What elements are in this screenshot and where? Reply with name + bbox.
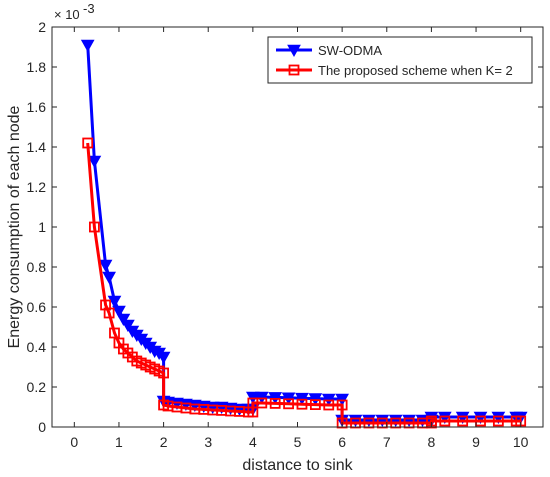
y-tick-label: 0.8 <box>27 259 47 275</box>
data-point <box>80 39 95 53</box>
data-point <box>256 397 268 409</box>
y-axis-label: Energy consumption of each node <box>6 105 23 348</box>
data-point <box>457 415 469 427</box>
data-point <box>439 415 451 427</box>
data-point <box>491 411 506 425</box>
x-tick-label: 7 <box>383 434 391 450</box>
data-point <box>109 327 120 339</box>
legend-box <box>267 36 533 84</box>
y-tick-label: 1.2 <box>27 179 47 195</box>
data-point <box>336 399 348 411</box>
data-point <box>89 221 100 233</box>
x-tick-label: 6 <box>338 434 346 450</box>
x-tick-label: 1 <box>115 434 123 450</box>
data-point <box>158 367 169 379</box>
data-point <box>283 398 294 410</box>
x-tick-label: 3 <box>204 434 212 450</box>
axes-layer: 0 1 2 3 4 5 6 7 8 9 10 0 0.2 0.4 0.6 0.8 1 1.2 1.4 1.6 1.8 2 ×… <box>6 1 544 474</box>
y-tick-label: 2 <box>38 19 46 35</box>
data-point <box>196 400 211 414</box>
x-tick-label: 0 <box>70 434 78 450</box>
y-exponent-label: × 10 <box>54 7 80 22</box>
data-point <box>98 259 113 273</box>
x-tick-label: 8 <box>428 434 436 450</box>
legend-label-1: The proposed scheme when K= 2 <box>318 63 513 78</box>
y-tick-label: 1.6 <box>27 99 47 115</box>
data-point <box>107 295 122 309</box>
data-point <box>170 397 184 411</box>
x-tick-label: 9 <box>472 434 480 450</box>
x-axis-label: distance to sink <box>242 457 353 474</box>
data-point <box>214 401 229 415</box>
legend-marker-1 <box>288 64 300 76</box>
y-tick-label: 1 <box>38 219 46 235</box>
x-tick-label: 2 <box>160 434 168 450</box>
x-tick-label: 10 <box>513 434 529 450</box>
series-1 <box>82 137 527 429</box>
plot-background <box>52 27 543 427</box>
data-point <box>492 415 504 427</box>
data-point <box>179 398 193 412</box>
data-point <box>475 415 486 427</box>
data-point <box>116 313 131 327</box>
data-point <box>309 399 321 411</box>
legend-label-0: SW-ODMA <box>318 43 382 58</box>
data-point <box>156 351 171 365</box>
legend: SW-ODMA The proposed scheme when K= 2 <box>267 36 533 84</box>
data-point <box>103 307 115 319</box>
y-tick-label: 0 <box>38 419 46 435</box>
plot-area <box>52 27 543 427</box>
data-point <box>323 399 335 411</box>
series-layer <box>80 39 528 429</box>
y-tick-label: 0.4 <box>27 339 47 355</box>
data-point <box>102 271 116 285</box>
y-tick-label: 0.6 <box>27 299 47 315</box>
y-tick-label: 1.8 <box>27 59 47 75</box>
data-point <box>82 137 94 149</box>
data-point <box>121 319 135 333</box>
data-point <box>87 155 102 169</box>
data-point <box>187 399 202 413</box>
x-tick-label: 5 <box>294 434 302 450</box>
data-point <box>295 392 309 406</box>
data-point <box>473 411 488 425</box>
y-tick-label: 1.4 <box>27 139 47 155</box>
data-point <box>112 305 126 319</box>
data-point <box>455 411 470 425</box>
y-exponent-power: -3 <box>83 1 95 16</box>
legend-marker-0 <box>287 44 301 58</box>
x-tick-label: 4 <box>249 434 257 450</box>
data-point <box>100 299 111 311</box>
data-point <box>269 397 281 409</box>
y-tick-label: 0.2 <box>27 379 47 395</box>
data-point <box>296 398 308 410</box>
data-point <box>437 411 452 425</box>
